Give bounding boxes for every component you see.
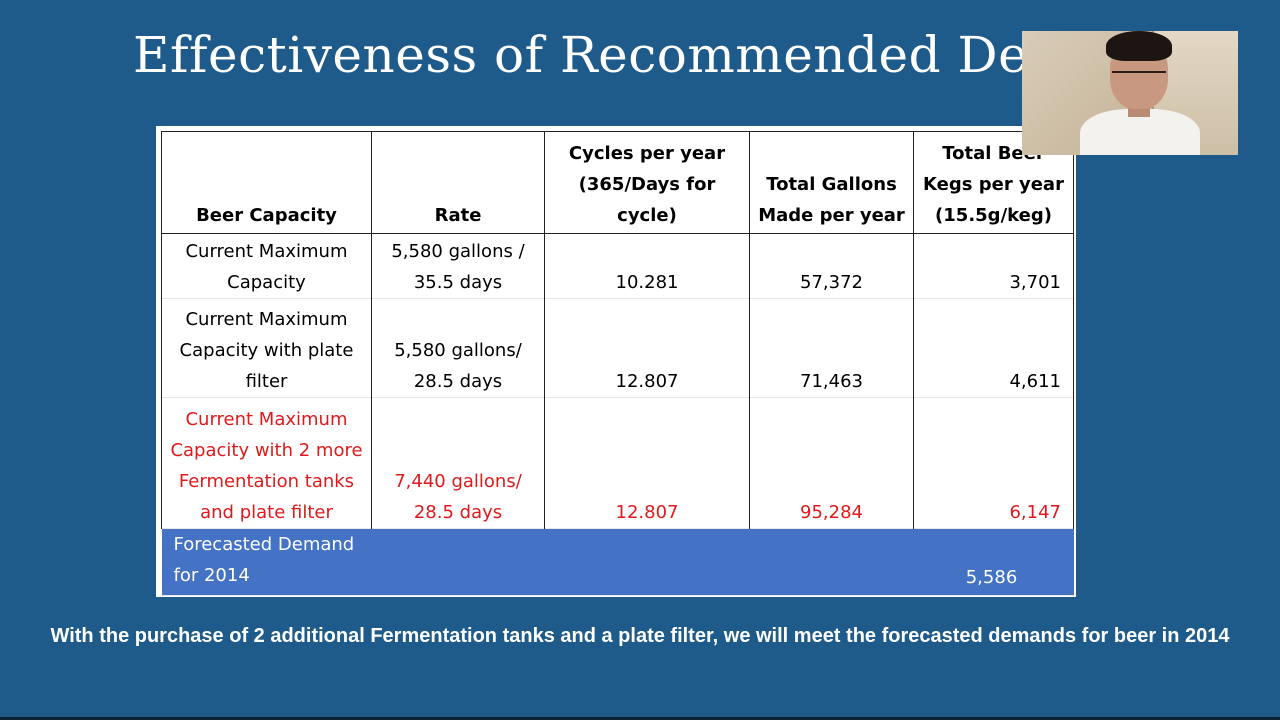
- cell-gallons: 57,372: [749, 233, 914, 299]
- cell-empty: [371, 528, 545, 596]
- cell-cycles: 12.807: [544, 397, 750, 529]
- cell-empty: [749, 528, 914, 596]
- cell-kegs: 4,611: [913, 298, 1074, 398]
- capacity-table: Beer Capacity Rate Cycles per year (365/…: [161, 131, 1074, 596]
- cell-rate: 5,580 gallons/ 28.5 days: [371, 298, 545, 398]
- cell-kegs: 3,701: [913, 233, 1074, 299]
- cell-capacity: Current Maximum Capacity: [161, 233, 372, 299]
- cell-demand-kegs: 5,586: [913, 528, 1074, 596]
- table-row-recommended: Current Maximum Capacity with 2 more Fer…: [161, 397, 1074, 529]
- cell-cycles: 10.281: [544, 233, 750, 299]
- header-beer-capacity: Beer Capacity: [161, 131, 372, 234]
- cell-gallons: 95,284: [749, 397, 914, 529]
- table-row: Current Maximum Capacity with plate filt…: [161, 298, 1074, 398]
- table-row: Current Maximum Capacity 5,580 gallons /…: [161, 233, 1074, 299]
- header-cycles: Cycles per year (365/Days for cycle): [544, 131, 750, 234]
- table-row-forecasted-demand: Forecasted Demand for 2014 5,586: [161, 528, 1074, 596]
- cell-demand-label: Forecasted Demand for 2014: [161, 528, 372, 596]
- webcam-presenter-hair: [1106, 31, 1172, 61]
- cell-capacity: Current Maximum Capacity with 2 more Fer…: [161, 397, 372, 529]
- slide-title: Effectiveness of Recommended Dec: [133, 26, 1057, 84]
- glasses-icon: [1112, 71, 1166, 83]
- webcam-overlay: [1022, 31, 1238, 155]
- capacity-table-container: Beer Capacity Rate Cycles per year (365/…: [156, 126, 1076, 597]
- slide-caption: With the purchase of 2 additional Fermen…: [50, 625, 1230, 647]
- cell-cycles: 12.807: [544, 298, 750, 398]
- cell-gallons: 71,463: [749, 298, 914, 398]
- table-header-row: Beer Capacity Rate Cycles per year (365/…: [161, 131, 1074, 234]
- cell-rate: 5,580 gallons / 35.5 days: [371, 233, 545, 299]
- cell-empty: [544, 528, 750, 596]
- cell-kegs: 6,147: [913, 397, 1074, 529]
- header-rate: Rate: [371, 131, 545, 234]
- cell-capacity: Current Maximum Capacity with plate filt…: [161, 298, 372, 398]
- cell-rate: 7,440 gallons/ 28.5 days: [371, 397, 545, 529]
- header-total-gallons: Total Gallons Made per year: [749, 131, 914, 234]
